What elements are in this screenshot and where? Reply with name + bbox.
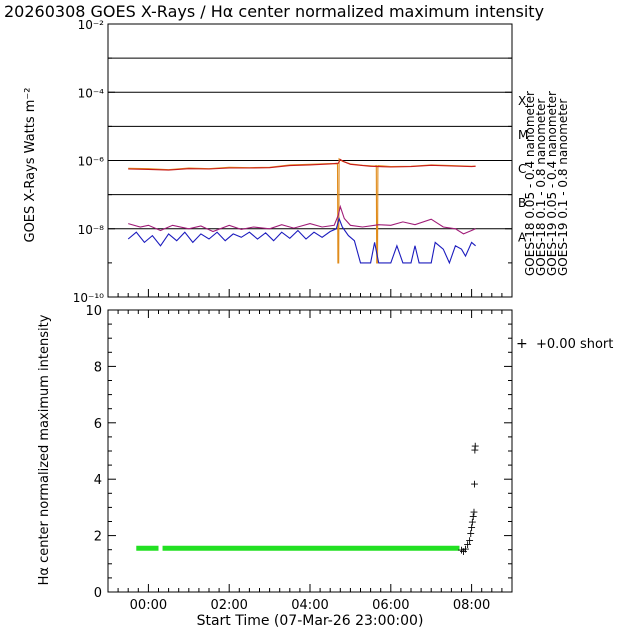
- flux-series-line-0: [128, 157, 476, 264]
- halpha-point: +: [467, 521, 476, 534]
- time-x-tick-label: 02:00: [210, 598, 247, 613]
- halpha-legend: + +0.00 short: [516, 336, 613, 352]
- flare-class-A: A: [518, 230, 527, 244]
- halpha-point: +: [457, 544, 466, 557]
- flux-y-axis-label: GOES X-Rays Watts m⁻²: [23, 88, 38, 243]
- halpha-point: +: [463, 538, 472, 551]
- flux-tick-label: 10⁻⁸: [78, 223, 105, 237]
- flux-series-line-3: [127, 216, 476, 265]
- xray-flux-plot: 10⁻² 10⁻⁴ 10⁻⁶ 10⁻⁸ 10⁻¹⁰ X M C B A GOES X-Rays …: [23, 18, 570, 305]
- halpha-y-tick-label: 2: [94, 530, 102, 545]
- flare-class-labels: X M C B A: [518, 94, 528, 245]
- chart-title: 20260308 GOES X-Rays / Hα center normali…: [4, 2, 544, 21]
- flux-tick-label: 10⁻⁶: [78, 155, 105, 169]
- flare-class-M: M: [518, 128, 528, 142]
- legend-plus-marker: +: [516, 336, 528, 352]
- flux-gridlines: [108, 57, 512, 230]
- halpha-point: +: [470, 444, 479, 457]
- halpha-y-tick-label: 0: [94, 586, 102, 601]
- flux-series-line-1: [128, 158, 476, 171]
- flux-y-ticks: 10⁻² 10⁻⁴ 10⁻⁶ 10⁻⁸ 10⁻¹⁰: [73, 18, 512, 305]
- flare-class-C: C: [518, 162, 526, 176]
- flux-tick-label: 10⁻¹⁰: [73, 291, 104, 305]
- flux-legend-entry: GOES-18 0.1 - 0.8 nanometer: [534, 99, 548, 276]
- flux-series-line-2: [128, 204, 476, 235]
- time-x-tick-label: 04:00: [291, 598, 328, 613]
- halpha-point: +: [471, 439, 480, 452]
- time-x-axis-label: Start Time (07-Mar-26 23:00:00): [197, 613, 424, 629]
- halpha-point: +: [461, 542, 470, 555]
- flare-class-B: B: [518, 196, 526, 210]
- halpha-point: +: [469, 506, 478, 519]
- flux-tick-label: 10⁻⁴: [78, 86, 105, 100]
- halpha-point: +: [459, 545, 468, 558]
- time-x-ticks: 00:00 02:00 04:00 06:00 08:00: [117, 310, 503, 613]
- halpha-y-tick-label: 6: [94, 417, 102, 432]
- flux-legend-entry: GOES-19 0.1 - 0.8 nanometer: [556, 99, 570, 276]
- flare-class-X: X: [518, 94, 526, 108]
- halpha-points: +++++++++++++: [136, 439, 480, 558]
- halpha-point: +: [466, 527, 475, 540]
- halpha-point: +: [469, 510, 478, 523]
- time-x-tick-label: 00:00: [130, 598, 167, 613]
- legend-short-label: +0.00 short: [536, 337, 613, 352]
- time-x-tick-label: 08:00: [453, 598, 490, 613]
- flux-legend-entry: GOES-18 0.05 - 0.4 nanometer: [523, 91, 537, 276]
- halpha-y-axis-label: Hα center normalized maximum intensity: [37, 314, 52, 585]
- halpha-y-ticks: 0 2 4 6 8 10: [85, 304, 512, 601]
- halpha-y-tick-label: 4: [94, 473, 102, 488]
- halpha-point: +: [470, 477, 479, 490]
- halpha-point: +: [465, 534, 474, 547]
- flux-tick-label: 10⁻²: [78, 18, 105, 32]
- halpha-point: +: [468, 516, 477, 529]
- flux-series: [127, 157, 476, 265]
- flux-legend-entry: GOES-19 0.05 - 0.4 nanometer: [545, 91, 559, 276]
- halpha-y-tick-label: 10: [85, 304, 102, 319]
- halpha-y-tick-label: 8: [94, 360, 102, 375]
- time-x-tick-label: 06:00: [372, 598, 409, 613]
